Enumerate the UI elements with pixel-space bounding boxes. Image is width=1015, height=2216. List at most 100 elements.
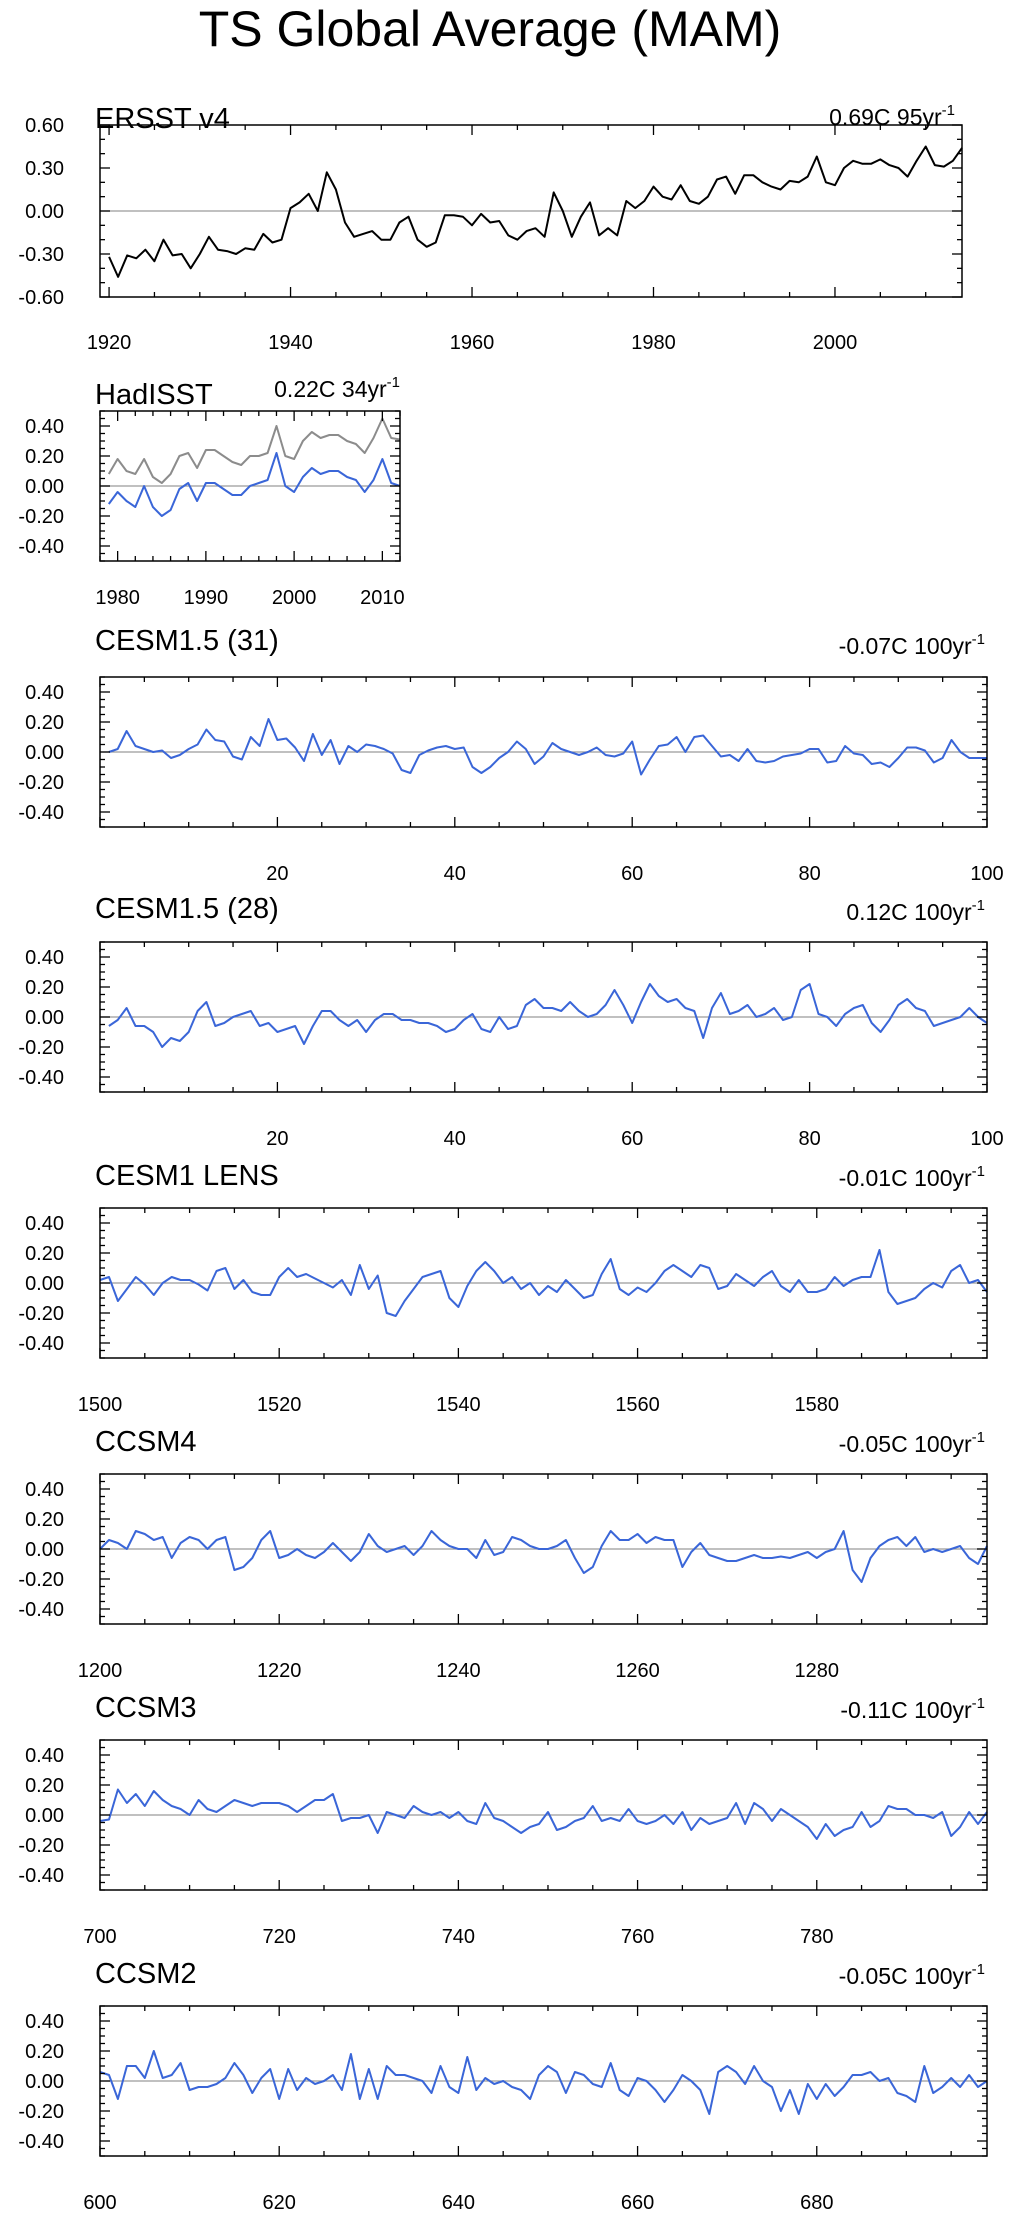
trend-exponent: -1 bbox=[972, 1961, 985, 1978]
x-tick-label: 100 bbox=[970, 1128, 1003, 1150]
x-tick-label: 2000 bbox=[272, 587, 317, 609]
series-line-ersst-v4 bbox=[108, 145, 963, 278]
x-tick-label: 1580 bbox=[795, 1394, 840, 1416]
trend-exponent: -1 bbox=[972, 897, 985, 914]
x-tick-label: 600 bbox=[83, 2192, 116, 2214]
y-tick-label: 0.00 bbox=[25, 476, 64, 498]
y-tick-label: -0.20 bbox=[18, 1569, 64, 1591]
trend-value: 0.69C bbox=[829, 104, 890, 130]
trend-annotation: -0.05C 100yr-1 bbox=[839, 1429, 985, 1457]
x-tick-label: 740 bbox=[442, 1926, 475, 1948]
panel-cesm15-31: 20 40 60 80 100 -0.40 -0.20 0.00 0.20 0.40 CESM1.5… bbox=[18, 625, 1003, 885]
y-tick-label: -0.60 bbox=[18, 287, 64, 309]
trend-annotation: 0.69C 95yr-1 bbox=[829, 102, 955, 130]
trend-exponent: -1 bbox=[972, 1429, 985, 1446]
trend-value: -0.05C bbox=[839, 1963, 908, 1989]
panel-title: CESM1 LENS bbox=[95, 1160, 279, 1192]
x-tick-label: 1280 bbox=[795, 1660, 840, 1682]
y-tick-label: -0.20 bbox=[18, 1835, 64, 1857]
panel-ccsm2: 600 620 640 660 680 -0.40 -0.20 0.00 0.20 0.40 CCS… bbox=[18, 1958, 988, 2214]
y-tick-label: 0.20 bbox=[25, 446, 64, 468]
x-tick-label: 100 bbox=[970, 863, 1003, 885]
series-line-cesm1-5-28- bbox=[108, 983, 988, 1048]
x-tick-label: 780 bbox=[800, 1926, 833, 1948]
x-tick-label: 700 bbox=[83, 1926, 116, 1948]
y-tick-label: -0.40 bbox=[18, 2131, 64, 2153]
x-tick-label: 640 bbox=[442, 2192, 475, 2214]
trend-period: 100yr bbox=[914, 899, 972, 925]
trend-period: 95yr bbox=[897, 104, 942, 130]
trend-annotation: -0.01C 100yr-1 bbox=[839, 1163, 985, 1191]
series-line-cesm1-5-31- bbox=[108, 718, 987, 776]
x-tick-label: 1240 bbox=[436, 1660, 481, 1682]
trend-annotation: -0.05C 100yr-1 bbox=[839, 1961, 985, 1989]
panel-title: ERSST v4 bbox=[95, 103, 230, 135]
trend-value: -0.05C bbox=[839, 1431, 908, 1457]
panel-title: CCSM4 bbox=[95, 1426, 197, 1458]
panel-title: CESM1.5 (28) bbox=[95, 893, 279, 925]
trend-value: -0.11C bbox=[840, 1697, 907, 1723]
x-tick-label: 1260 bbox=[615, 1660, 660, 1682]
x-tick-label: 40 bbox=[444, 863, 466, 885]
y-tick-label: -0.20 bbox=[18, 1303, 64, 1325]
y-tick-label: -0.20 bbox=[18, 1037, 64, 1059]
trend-period: 34yr bbox=[342, 376, 387, 402]
y-tick-label: 0.40 bbox=[25, 1745, 64, 1767]
x-tick-label: 1560 bbox=[615, 1394, 660, 1416]
panel-title: CCSM3 bbox=[95, 1692, 197, 1724]
trend-exponent: -1 bbox=[387, 374, 400, 391]
x-tick-label: 20 bbox=[266, 863, 288, 885]
trend-period: 100yr bbox=[914, 1697, 972, 1723]
y-tick-label: 0.30 bbox=[25, 158, 64, 180]
panel-title: CCSM2 bbox=[95, 1958, 197, 1990]
y-tick-label: 0.00 bbox=[25, 1805, 64, 1827]
x-tick-label: 20 bbox=[266, 1128, 288, 1150]
y-tick-label: 0.00 bbox=[25, 2071, 64, 2093]
panel-title: HadISST bbox=[95, 379, 213, 411]
x-tick-label: 80 bbox=[798, 1128, 820, 1150]
x-tick-label: 760 bbox=[621, 1926, 654, 1948]
panel-ccsm3: 700 720 740 760 780 -0.40 -0.20 0.00 0.20 0.40 CCS… bbox=[18, 1692, 988, 1948]
x-tick-label: 60 bbox=[621, 1128, 643, 1150]
trend-exponent: -1 bbox=[972, 631, 985, 648]
y-tick-label: -0.20 bbox=[18, 772, 64, 794]
y-tick-label: 0.20 bbox=[25, 977, 64, 999]
trend-period: 100yr bbox=[914, 1165, 972, 1191]
panel-title: CESM1.5 (31) bbox=[95, 625, 279, 657]
x-tick-label: 40 bbox=[444, 1128, 466, 1150]
trend-annotation: 0.22C 34yr-1 bbox=[274, 374, 400, 402]
x-tick-label: 2000 bbox=[813, 332, 858, 354]
y-tick-label: 0.20 bbox=[25, 2041, 64, 2063]
y-tick-label: -0.30 bbox=[18, 244, 64, 266]
figure-title: TS Global Average (MAM) bbox=[199, 1, 782, 57]
trend-period: 100yr bbox=[914, 1963, 972, 1989]
series-line-ccsm2 bbox=[99, 2050, 988, 2115]
series-line-cesm1-lens bbox=[99, 1249, 988, 1317]
x-tick-label: 80 bbox=[798, 863, 820, 885]
y-tick-label: -0.20 bbox=[18, 2101, 64, 2123]
x-tick-label: 1990 bbox=[184, 587, 229, 609]
x-tick-label: 1540 bbox=[436, 1394, 481, 1416]
trend-period: 100yr bbox=[914, 1431, 972, 1457]
trend-annotation: 0.12C 100yr-1 bbox=[846, 897, 985, 925]
y-tick-label: -0.40 bbox=[18, 802, 64, 824]
x-tick-label: 1220 bbox=[257, 1660, 302, 1682]
y-tick-label: 0.00 bbox=[25, 1007, 64, 1029]
panel-hadisst: 1980 1990 2000 2010 -0.40 -0.20 0.00 0.20 0.40 Ha… bbox=[18, 374, 404, 609]
y-tick-label: 0.40 bbox=[25, 2011, 64, 2033]
panel-cesm1-lens: 1500 1520 1540 1560 1580 -0.40 -0.20 0.00 0.20 0.… bbox=[18, 1160, 988, 1416]
x-tick-label: 660 bbox=[621, 2192, 654, 2214]
x-tick-label: 620 bbox=[263, 2192, 296, 2214]
trend-value: -0.07C bbox=[839, 633, 908, 659]
x-tick-label: 1500 bbox=[78, 1394, 123, 1416]
trend-value: 0.22C bbox=[274, 376, 335, 402]
series-line-ccsm3 bbox=[99, 1788, 988, 1840]
y-tick-label: 0.00 bbox=[25, 201, 64, 223]
y-tick-label: 0.40 bbox=[25, 1479, 64, 1501]
trend-value: 0.12C bbox=[846, 899, 907, 925]
panel-ersst: 1920 1940 1960 1980 2000 -0.60 -0.30 0.00 0.30 0.… bbox=[18, 102, 963, 354]
y-tick-label: 0.20 bbox=[25, 1775, 64, 1797]
y-tick-label: 0.60 bbox=[25, 115, 64, 137]
trend-annotation: -0.07C 100yr-1 bbox=[839, 631, 985, 659]
